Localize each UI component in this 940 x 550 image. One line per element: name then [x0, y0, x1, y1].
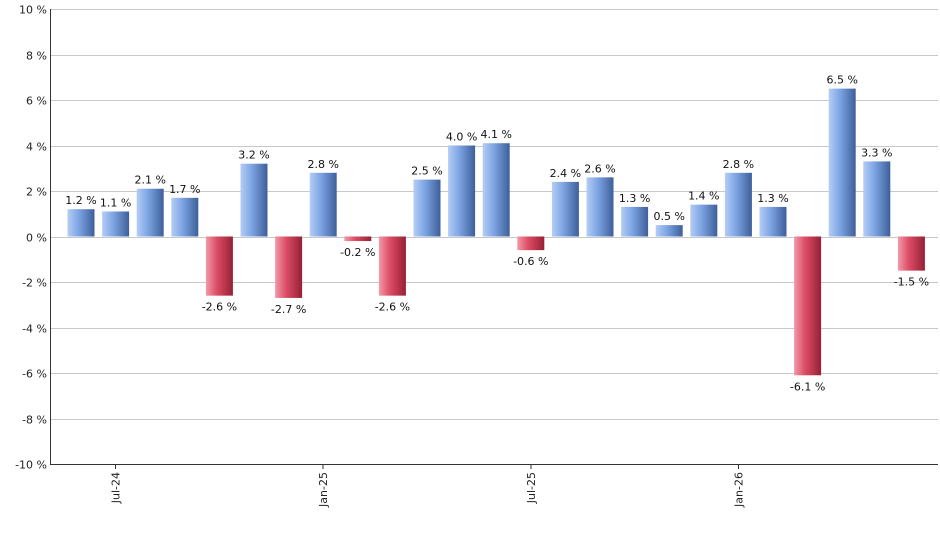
- y-tick-label: -10 %: [15, 459, 47, 472]
- bar-positive: [759, 206, 787, 237]
- bar-positive: [586, 177, 614, 237]
- y-tick-label: 2 %: [26, 186, 47, 199]
- data-label: 4.1 %: [480, 128, 511, 141]
- y-tick-label: -2 %: [22, 277, 47, 290]
- data-label: -0.2 %: [340, 246, 375, 259]
- data-label: -6.1 %: [790, 380, 825, 393]
- data-label: 0.5 %: [653, 210, 684, 223]
- y-axis-tick-labels: -10 % -8 % -6 % -4 % -2 % 0 % 2 % 4 % 6 % 8 % 10 %: [15, 4, 47, 472]
- gridlines: [50, 9, 938, 465]
- data-label: -0.6 %: [513, 255, 548, 268]
- x-axis-tick-labels: Jul-24 Jan-25 Jul-25 Jan-26: [110, 472, 746, 508]
- x-tick-label: Jul-24: [110, 472, 123, 504]
- bar-positive: [690, 204, 718, 237]
- bar-negative: [897, 236, 925, 271]
- bar-positive: [240, 163, 268, 237]
- data-label: 6.5 %: [826, 74, 857, 87]
- y-tick-label: -8 %: [22, 414, 47, 427]
- bar-positive: [448, 145, 476, 237]
- data-label: 2.1 %: [134, 174, 165, 187]
- data-label: -2.7 %: [271, 303, 306, 316]
- data-labels: 1.2 % 1.1 %2.1 % 1.7 % -2.6 % 3.2 % -2.7 % 2.8…: [65, 74, 929, 394]
- data-label: 1.3 %: [619, 192, 650, 205]
- data-label: -2.6 %: [375, 301, 410, 314]
- bar-positive: [309, 172, 337, 237]
- data-label: 1.7 %: [169, 183, 200, 196]
- axes: [50, 9, 938, 469]
- bar-negative: [794, 236, 822, 376]
- data-label: 2.8 %: [723, 158, 754, 171]
- data-label: -2.6 %: [202, 301, 237, 314]
- y-tick-label: 0 %: [26, 232, 47, 245]
- bar-positive: [655, 225, 683, 237]
- bar-positive: [67, 209, 95, 237]
- bar-positive: [828, 88, 856, 237]
- bar-positive: [102, 211, 130, 237]
- bar-negative: [517, 236, 545, 251]
- x-tick-label: Jul-25: [525, 472, 538, 504]
- bar-negative: [344, 236, 372, 242]
- data-label: 4.0 %: [446, 131, 477, 144]
- data-label: 1.2 %: [65, 194, 96, 207]
- bar-positive: [413, 179, 441, 237]
- bar-positive: [136, 188, 164, 237]
- data-label: 2.8 %: [307, 158, 338, 171]
- x-tick-label: Jan-26: [732, 472, 745, 508]
- y-tick-label: -4 %: [22, 323, 47, 336]
- bar-positive: [171, 197, 199, 237]
- bar-positive: [724, 172, 752, 237]
- data-label: 2.6 %: [584, 162, 615, 175]
- bar-negative: [275, 236, 303, 298]
- bars: [67, 88, 925, 376]
- data-label: 1.1 %: [100, 196, 131, 209]
- y-tick-label: -6 %: [22, 368, 47, 381]
- y-tick-label: 4 %: [26, 141, 47, 154]
- y-tick-label: 8 %: [26, 50, 47, 63]
- data-label: 3.2 %: [238, 149, 269, 162]
- data-label: 1.3 %: [757, 192, 788, 205]
- bar-positive: [863, 161, 891, 237]
- bar-positive: [482, 143, 510, 237]
- bar-negative: [378, 236, 406, 296]
- bar-negative: [205, 236, 233, 296]
- y-tick-label: 10 %: [19, 4, 47, 17]
- bar-positive: [551, 181, 579, 237]
- data-label: 1.4 %: [688, 190, 719, 203]
- data-label: 2.5 %: [411, 165, 442, 178]
- data-label: -1.5 %: [894, 276, 929, 289]
- data-label: 2.4 %: [550, 167, 581, 180]
- y-tick-label: 6 %: [26, 95, 47, 108]
- bar-positive: [621, 206, 649, 237]
- x-tick-label: Jan-25: [317, 472, 330, 508]
- data-label: 3.3 %: [861, 146, 892, 159]
